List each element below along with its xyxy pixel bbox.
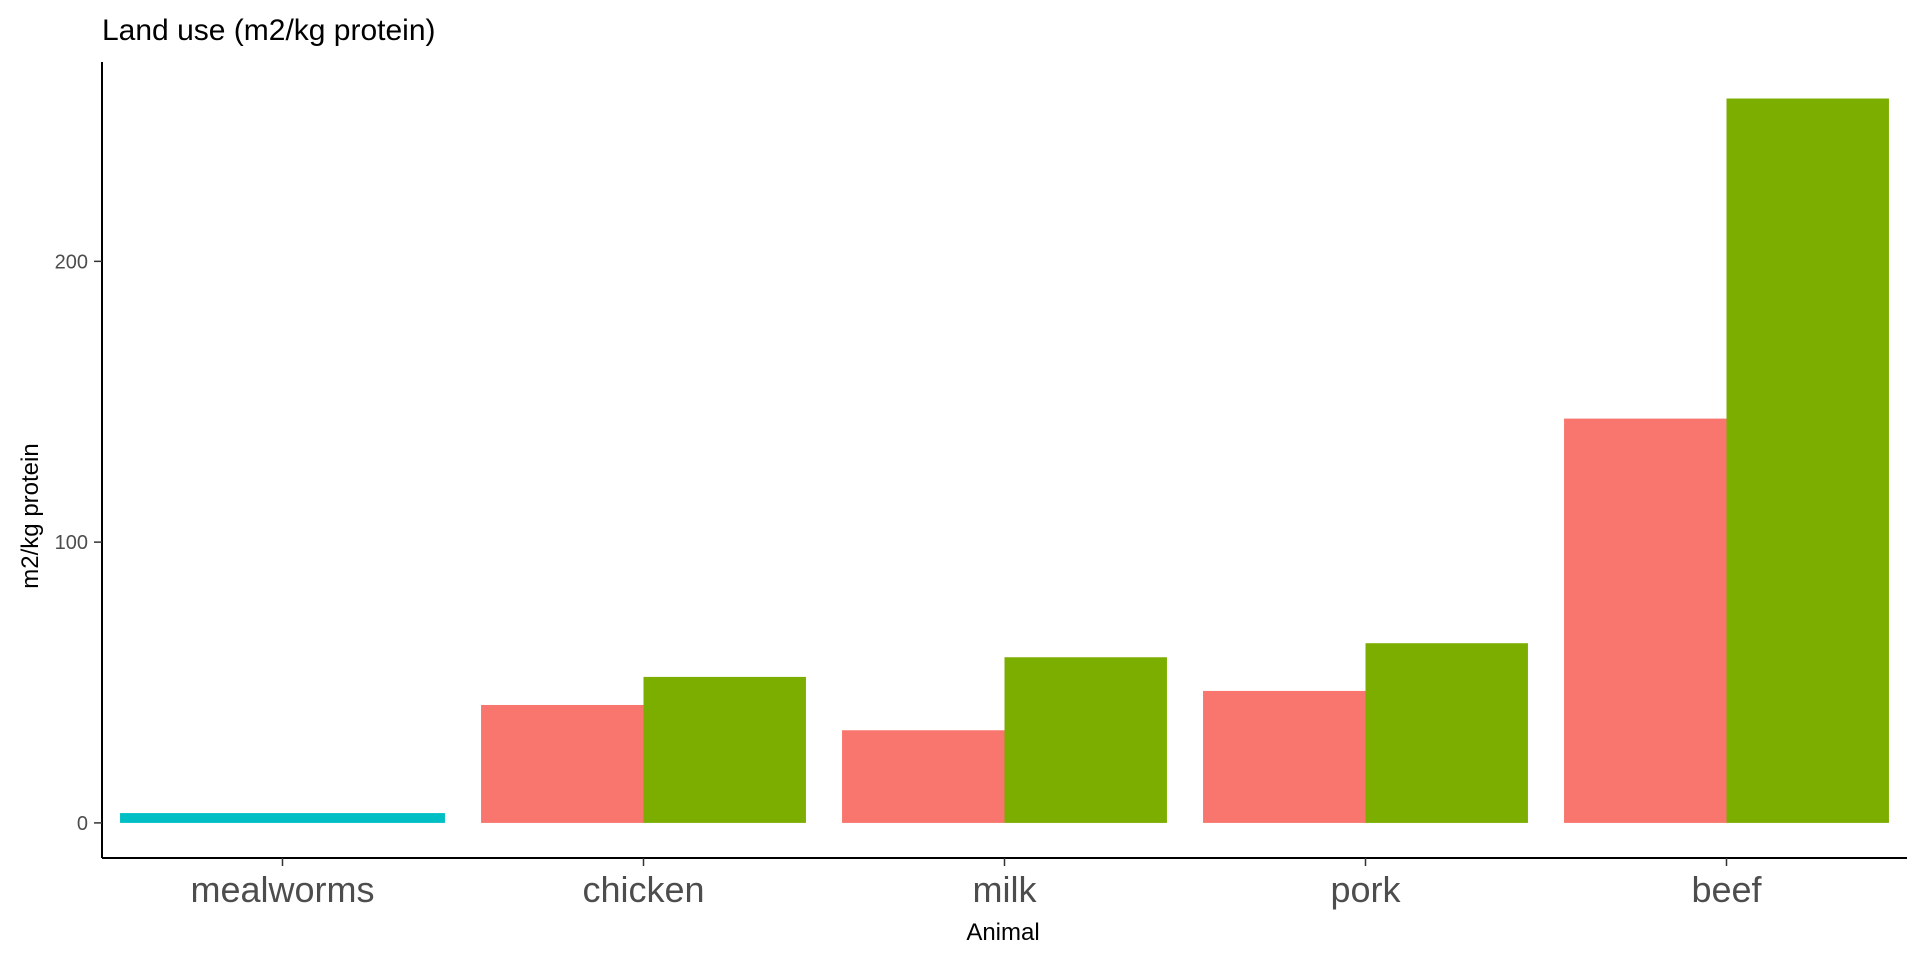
bar-beef-2 bbox=[1726, 98, 1889, 823]
y-tick-label-200: 200 bbox=[55, 251, 88, 273]
x-tick-label-milk: milk bbox=[973, 869, 1038, 910]
bar-pork-1 bbox=[1203, 690, 1366, 823]
bar-pork-2 bbox=[1365, 643, 1528, 823]
bar-chicken-1 bbox=[481, 704, 644, 823]
x-tick-label-pork: pork bbox=[1330, 869, 1401, 910]
y-axis-label: m2/kg protein bbox=[17, 443, 44, 588]
x-tick-label-chicken: chicken bbox=[582, 869, 704, 910]
bar-mealworms-3 bbox=[120, 813, 445, 823]
x-tick-label-mealworms: mealworms bbox=[190, 869, 374, 910]
axes-layer: 0 100 200 mealworms chicken milk pork beef bbox=[55, 62, 1907, 910]
chart-title: Land use (m2/kg protein) bbox=[102, 14, 436, 47]
bar-milk-1 bbox=[842, 730, 1005, 823]
y-tick-label-0: 0 bbox=[77, 813, 88, 835]
y-tick-label-100: 100 bbox=[55, 532, 88, 554]
bar-beef-1 bbox=[1564, 418, 1727, 823]
bar-milk-2 bbox=[1004, 657, 1167, 823]
x-tick-label-beef: beef bbox=[1691, 869, 1762, 910]
x-axis-label: Animal bbox=[966, 919, 1039, 946]
bar-chicken-2 bbox=[643, 676, 806, 823]
bars-layer bbox=[120, 98, 1889, 823]
